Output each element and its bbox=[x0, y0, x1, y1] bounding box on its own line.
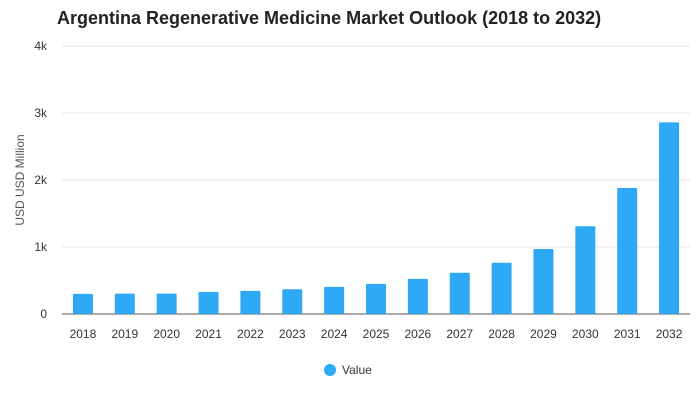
bar-2024 bbox=[324, 286, 345, 314]
x-tick-label: 2027 bbox=[446, 327, 473, 341]
bar-2025 bbox=[366, 283, 386, 314]
bar-2018 bbox=[72, 293, 93, 314]
y-tick-label: 1k bbox=[34, 240, 48, 254]
chart-title: Argentina Regenerative Medicine Market O… bbox=[57, 8, 602, 28]
x-tick-label: 2029 bbox=[530, 327, 557, 341]
x-tick-label: 2031 bbox=[614, 327, 641, 341]
x-tick-label: 2020 bbox=[153, 327, 180, 341]
bar-2031 bbox=[617, 188, 638, 314]
x-tick-label: 2028 bbox=[488, 327, 515, 341]
y-tick-label: 2k bbox=[34, 173, 48, 187]
x-tick-label: 2025 bbox=[363, 327, 390, 341]
bar-2019 bbox=[114, 293, 135, 314]
x-tick-label: 2022 bbox=[237, 327, 264, 341]
bar-2027 bbox=[449, 272, 470, 314]
x-tick-label: 2018 bbox=[70, 327, 97, 341]
y-tick-label: 0 bbox=[40, 307, 47, 321]
x-tick-label: 2032 bbox=[656, 327, 683, 341]
legend-marker bbox=[324, 364, 336, 376]
bar-2021 bbox=[198, 291, 219, 314]
x-tick-label: 2026 bbox=[405, 327, 432, 341]
legend-label: Value bbox=[342, 363, 372, 377]
bar-2022 bbox=[240, 290, 261, 314]
bar-2026 bbox=[407, 278, 428, 314]
x-tick-label: 2019 bbox=[111, 327, 138, 341]
bar-2030 bbox=[575, 226, 596, 314]
bar-2023 bbox=[282, 289, 303, 314]
y-tick-label: 3k bbox=[34, 106, 48, 120]
x-tick-label: 2023 bbox=[279, 327, 306, 341]
x-tick-label: 2024 bbox=[321, 327, 348, 341]
bar-2032 bbox=[659, 122, 680, 314]
y-axis-title: USD USD Million bbox=[13, 134, 27, 225]
x-tick-label: 2021 bbox=[195, 327, 222, 341]
y-tick-label: 4k bbox=[34, 39, 48, 53]
bar-2029 bbox=[533, 249, 554, 314]
bar-2020 bbox=[156, 293, 177, 314]
x-tick-label: 2030 bbox=[572, 327, 599, 341]
bar-2028 bbox=[491, 262, 512, 314]
